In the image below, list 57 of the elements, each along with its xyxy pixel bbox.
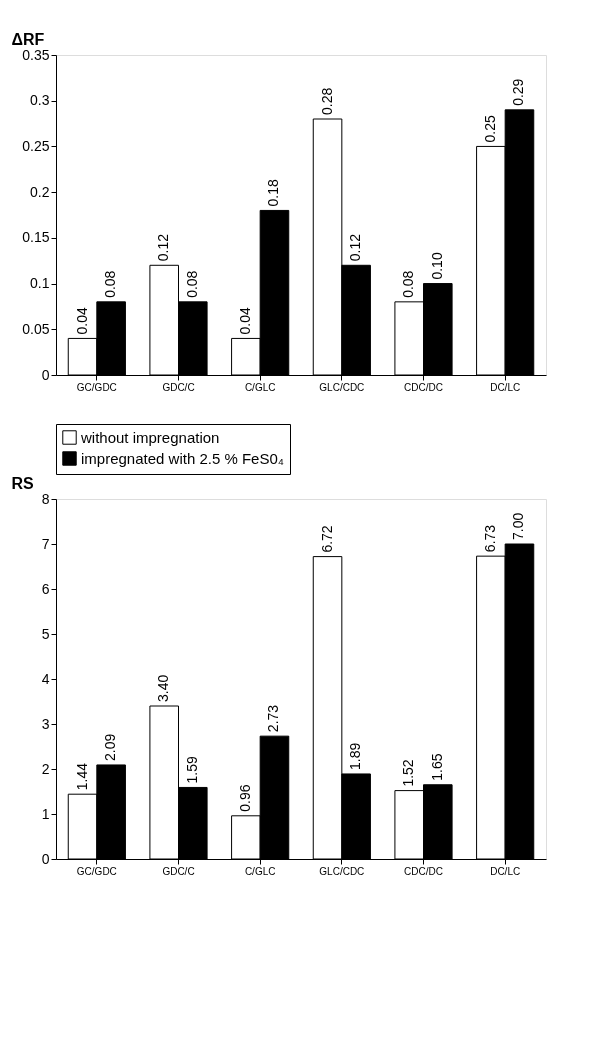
y-tick-label: 5	[41, 625, 50, 642]
data-label: 0.12	[155, 233, 172, 262]
data-label: 3.40	[155, 674, 172, 702]
data-label: 2.09	[102, 733, 119, 761]
y-tick-label: 0.3	[30, 92, 50, 109]
y-tick-label: 0.05	[22, 320, 50, 337]
y-tick-label: 1	[41, 805, 50, 822]
data-label: 0.10	[428, 252, 445, 280]
x-tick-label: GDC/C	[162, 381, 195, 393]
data-label: 0.08	[102, 270, 119, 298]
y-tick-label: 0.1	[30, 275, 50, 292]
y-tick-label: 0.25	[22, 137, 50, 154]
data-label: 1.44	[73, 762, 90, 791]
data-label: 0.29	[510, 78, 527, 106]
x-tick-label: C/GLC	[244, 381, 276, 393]
data-label: 7.00	[510, 512, 527, 540]
y-tick-label: 0.2	[30, 183, 50, 200]
legend-label: without impregnation	[80, 428, 220, 446]
data-label: 0.04	[73, 306, 90, 335]
x-tick-label: DC/LC	[490, 865, 521, 877]
y-tick-label: 2	[41, 760, 50, 777]
data-label: 0.08	[183, 270, 200, 298]
data-label: 0.12	[347, 233, 364, 262]
x-tick-label: DC/LC	[490, 381, 521, 393]
x-tick-label: GDC/C	[162, 865, 195, 877]
y-axis-title: ΔRF	[11, 30, 45, 48]
data-label: 6.73	[481, 524, 498, 553]
x-tick-label: CDC/DC	[404, 865, 443, 877]
y-tick-label: 0	[41, 366, 50, 383]
x-tick-label: GC/GDC	[76, 865, 117, 877]
y-tick-label: 7	[41, 535, 50, 552]
data-label: 6.72	[318, 525, 335, 553]
data-label: 0.96	[236, 784, 253, 812]
data-label: 1.65	[428, 753, 445, 781]
y-tick-label: 0	[41, 850, 50, 867]
y-tick-label: 4	[41, 670, 50, 687]
data-label: 2.73	[265, 704, 282, 733]
data-label: 0.25	[481, 114, 498, 143]
data-label: 1.59	[183, 755, 200, 784]
x-tick-label: GLC/CDC	[319, 865, 365, 877]
x-tick-label: GLC/CDC	[319, 381, 365, 393]
y-tick-label: 0.35	[22, 46, 50, 63]
x-tick-label: CDC/DC	[404, 381, 443, 393]
y-axis-title: RS	[11, 474, 35, 492]
data-label: 0.08	[400, 270, 417, 298]
y-tick-label: 8	[41, 490, 50, 507]
y-tick-label: 6	[41, 580, 50, 597]
data-label: 0.28	[318, 87, 335, 115]
data-label: 1.52	[400, 759, 417, 787]
y-tick-label: 3	[41, 715, 50, 732]
data-label: 0.04	[236, 306, 253, 335]
y-tick-label: 0.15	[22, 229, 50, 246]
data-label: 1.89	[347, 742, 364, 770]
legend-label: impregnated with 2.5 % FeS0₄	[81, 449, 284, 467]
data-label: 0.18	[265, 178, 282, 207]
x-tick-label: C/GLC	[244, 865, 276, 877]
x-tick-label: GC/GDC	[76, 381, 117, 393]
